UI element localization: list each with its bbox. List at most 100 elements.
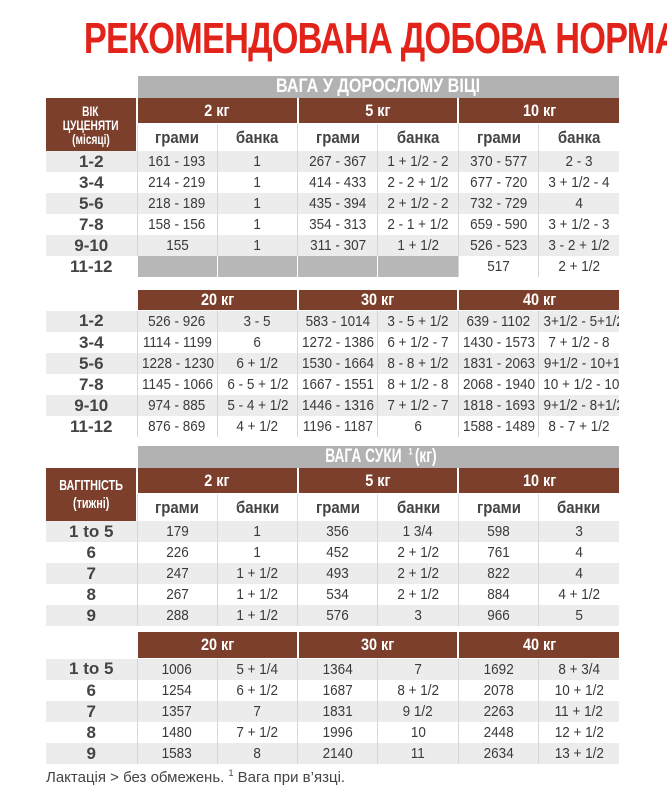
weight-header: 20 кг bbox=[136, 632, 298, 659]
grams-cell: 435 - 394 bbox=[297, 193, 378, 214]
table-row: 1-2 161 - 193 1 267 - 367 1 + 1/2 - 2 370 - 5… bbox=[46, 151, 619, 172]
section-title: ВАГА У ДОРОСЛОМУ ВІЦІ bbox=[276, 76, 481, 97]
grams-cell: 876 - 869 bbox=[136, 416, 218, 437]
grams-cell: 179 bbox=[136, 521, 218, 542]
grams-cell: 1364 bbox=[297, 658, 378, 680]
table-row: 8 267 1 + 1/2 534 2 + 1/2 884 4 + 1/2 bbox=[46, 584, 619, 605]
table-row: 8 1480 7 + 1/2 1996 10 2448 12 + 1/2 bbox=[46, 722, 619, 743]
grams-cell: 1446 - 1316 bbox=[297, 395, 378, 416]
row-label: 7 bbox=[46, 701, 137, 722]
grams-cell: 1996 bbox=[297, 722, 378, 743]
row-label: 11-12 bbox=[69, 256, 113, 276]
grams-cell: 247 bbox=[136, 563, 218, 584]
grams-header: грами bbox=[457, 123, 539, 151]
weight-header-row: 20 кг 30 кг 40 кг bbox=[46, 290, 619, 311]
grams-cell: 414 - 433 bbox=[297, 172, 378, 193]
weight-header: 2 кг bbox=[136, 468, 298, 494]
weight-header: 5 кг bbox=[296, 98, 459, 124]
puppy-table-large: 20 кг 30 кг 40 кг 1-2 526 - 926 3 - 5 583 - 10… bbox=[46, 290, 619, 437]
cans-cell: 2 - 3 bbox=[538, 151, 619, 172]
grams-cell bbox=[297, 256, 378, 277]
cans-cell: 5 bbox=[538, 605, 619, 626]
cans-cell: 2 + 1/2 bbox=[377, 584, 459, 605]
cans-cell: 8 + 1/2 bbox=[377, 680, 459, 701]
grams-cell: 1480 bbox=[136, 722, 218, 743]
grams-cell: 1530 - 1664 bbox=[297, 353, 378, 374]
section-title: ВАГА СУКИ 1 (кг) bbox=[325, 446, 437, 467]
grams-cell: 354 - 313 bbox=[297, 214, 378, 235]
cans-cell: 6 + 1/2 - 7 bbox=[377, 332, 459, 353]
weight-header: 40 кг bbox=[457, 290, 619, 311]
grams-cell: 732 - 729 bbox=[457, 193, 539, 214]
footnote: Лактація > без обмежень. 1 Вага при в’яз… bbox=[46, 768, 346, 786]
cans-cell: 9 1/2 bbox=[377, 701, 459, 722]
cans-cell bbox=[216, 256, 298, 277]
cans-cell: 1 bbox=[216, 521, 298, 542]
row-label: 1 to 5 bbox=[46, 521, 137, 542]
table-row: 6 1254 6 + 1/2 1687 8 + 1/2 2078 10 + 1/2 bbox=[46, 680, 619, 701]
cans-cell: 7 + 1/2 - 7 bbox=[377, 395, 459, 416]
table-row: 9 288 1 + 1/2 576 3 966 5 bbox=[46, 605, 619, 626]
grams-cell: 493 bbox=[297, 563, 378, 584]
table-row: 11-12 517 2 + 1/2 bbox=[46, 256, 619, 277]
cans-cell: 3 - 5 bbox=[216, 310, 298, 332]
cans-cell: 7 + 1/2 - 8 bbox=[538, 332, 619, 353]
grams-header: грами bbox=[297, 493, 378, 521]
subheader-row: грами банка грами банка грами банка bbox=[46, 123, 619, 151]
grams-cell: 1228 - 1230 bbox=[136, 353, 218, 374]
grams-cell: 1114 - 1199 bbox=[136, 332, 218, 353]
row-label: 9 bbox=[46, 605, 137, 626]
grams-cell: 267 - 367 bbox=[297, 151, 378, 172]
cans-header: банка bbox=[377, 123, 459, 151]
grams-cell: 677 - 720 bbox=[457, 172, 539, 193]
grams-cell: 2140 bbox=[297, 743, 378, 764]
cans-header: банки bbox=[216, 493, 298, 521]
grams-cell: 1667 - 1551 bbox=[297, 374, 378, 395]
table-row: 7 247 1 + 1/2 493 2 + 1/2 822 4 bbox=[46, 563, 619, 584]
cans-cell: 1 + 1/2 - 2 bbox=[377, 151, 459, 172]
grams-cell: 158 - 156 bbox=[136, 214, 218, 235]
cans-cell: 4 + 1/2 bbox=[216, 416, 298, 437]
grams-cell: 155 bbox=[136, 235, 218, 256]
grams-cell: 214 - 219 bbox=[136, 172, 218, 193]
grams-cell: 1357 bbox=[136, 701, 218, 722]
grams-cell: 2263 bbox=[457, 701, 539, 722]
weight-header-row: ВАГІТНІСТЬ (тижні) 2 кг 5 кг 10 кг bbox=[46, 468, 619, 521]
cans-cell: 6 bbox=[377, 416, 459, 437]
grams-cell: 517 bbox=[457, 256, 539, 277]
table-row: 1 to 5 179 1 356 1 3/4 598 3 bbox=[46, 521, 619, 542]
grams-cell: 2078 bbox=[457, 680, 539, 701]
cans-cell: 2 - 2 + 1/2 bbox=[377, 172, 459, 193]
row-label: 7-8 bbox=[78, 214, 104, 234]
row-label: 5-6 bbox=[46, 193, 137, 214]
row-label: 9-10 bbox=[46, 395, 137, 416]
row-label: 11-12 bbox=[69, 416, 113, 436]
cans-cell: 2 + 1/2 - 2 bbox=[377, 193, 459, 214]
cans-header: банка bbox=[538, 123, 619, 151]
grams-cell: 2448 bbox=[457, 722, 539, 743]
row-label: 6 bbox=[86, 542, 96, 562]
cans-cell: 1 bbox=[216, 235, 298, 256]
spacer bbox=[46, 632, 137, 659]
cans-cell: 8 + 1/2 - 8 bbox=[377, 374, 459, 395]
cans-cell: 11 + 1/2 bbox=[538, 701, 619, 722]
grams-cell: 1687 bbox=[297, 680, 378, 701]
table-row: 6 226 1 452 2 + 1/2 761 4 bbox=[46, 542, 619, 563]
grams-header: грами bbox=[297, 123, 378, 151]
weight-header: 30 кг bbox=[296, 632, 459, 659]
cans-cell: 5 - 4 + 1/2 bbox=[216, 395, 298, 416]
row-label: 6 bbox=[86, 680, 96, 700]
grams-cell: 370 - 577 bbox=[457, 151, 539, 172]
bitch-table-large: 20 кг 30 кг 40 кг 1 to 5 1006 5 + 1/4 1364 7 169… bbox=[46, 632, 619, 764]
cans-cell: 1 + 1/2 bbox=[216, 584, 298, 605]
cans-cell: 1 bbox=[216, 151, 298, 172]
grams-cell: 452 bbox=[297, 542, 378, 563]
grams-cell: 576 bbox=[297, 605, 378, 626]
cans-cell: 7 bbox=[216, 701, 298, 722]
cans-cell: 7 + 1/2 bbox=[216, 722, 298, 743]
cans-header: банка bbox=[216, 123, 298, 151]
cans-cell: 3 bbox=[538, 521, 619, 542]
table-row: 9-10 974 - 885 5 - 4 + 1/2 1446 - 1316 7 + 1… bbox=[46, 395, 619, 416]
grams-cell: 598 bbox=[457, 521, 539, 542]
cans-cell: 3 bbox=[377, 605, 459, 626]
